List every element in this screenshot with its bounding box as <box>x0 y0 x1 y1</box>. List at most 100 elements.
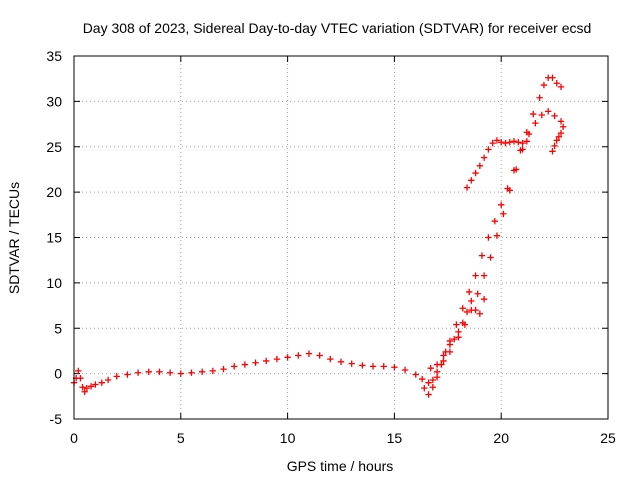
data-point <box>468 177 475 184</box>
y-tick-label: 20 <box>46 184 62 200</box>
data-point <box>510 167 518 174</box>
data-point <box>380 363 387 370</box>
data-point <box>92 381 99 388</box>
y-tick-label: 0 <box>54 366 62 382</box>
data-point <box>369 363 377 370</box>
data-point <box>337 358 345 366</box>
series-track-2 <box>427 74 565 372</box>
data-point <box>79 384 86 391</box>
data-point <box>480 154 488 161</box>
y-tick-label: 25 <box>46 139 62 155</box>
data-point <box>75 367 82 375</box>
data-point <box>519 139 526 147</box>
y-tick-label: 30 <box>46 93 62 109</box>
data-point <box>478 252 486 259</box>
y-tick-labels: -5 0 5 10 15 20 25 30 35 <box>46 48 62 427</box>
data-point <box>421 384 428 392</box>
x-tick-label: 0 <box>70 430 78 446</box>
data-point <box>506 139 513 146</box>
data-point <box>359 362 366 369</box>
data-point <box>209 367 217 375</box>
data-point <box>493 232 501 239</box>
series-track-1 <box>70 108 565 395</box>
chart-title: Day 308 of 2023, Sidereal Day-to-day VTE… <box>83 20 592 36</box>
data-point <box>480 272 488 279</box>
data-point <box>540 81 548 89</box>
data-point <box>555 133 563 140</box>
y-axis-label: SDTVAR / TECUs <box>6 182 22 294</box>
data-point <box>295 352 302 359</box>
data-point <box>538 111 545 119</box>
x-tick-label: 25 <box>600 430 616 446</box>
data-point <box>429 384 437 391</box>
data-point <box>83 384 91 392</box>
data-point <box>418 375 426 383</box>
data-point <box>391 364 398 371</box>
data-point <box>455 328 462 336</box>
data-point <box>442 348 449 356</box>
data-point <box>489 139 496 147</box>
data-point <box>104 376 112 384</box>
data-point <box>348 360 355 367</box>
x-tick-label: 10 <box>280 430 296 446</box>
data-point <box>241 361 249 368</box>
grid-lines <box>74 56 608 419</box>
y-tick-label: 35 <box>46 48 62 64</box>
data-point <box>455 334 462 341</box>
data-point <box>134 369 142 376</box>
data-point <box>198 368 206 376</box>
data-point <box>113 373 120 380</box>
data-point <box>523 129 531 136</box>
data-point <box>523 138 531 145</box>
data-point <box>425 391 432 398</box>
data-point <box>220 365 227 373</box>
data-point <box>440 352 447 359</box>
data-point <box>553 137 560 144</box>
data-point <box>177 370 184 377</box>
data-point <box>559 123 567 130</box>
data-point <box>515 139 522 146</box>
data-point <box>502 139 509 147</box>
data-point <box>487 254 494 261</box>
data-point <box>145 368 152 376</box>
data-point <box>188 369 195 376</box>
x-tick-label: 20 <box>493 430 509 446</box>
data-point <box>474 290 481 297</box>
data-marks <box>70 74 567 398</box>
data-point <box>263 357 270 365</box>
data-point <box>463 184 471 191</box>
series-track-3 <box>463 137 531 191</box>
data-point <box>498 139 505 146</box>
data-point <box>446 341 454 348</box>
data-point <box>166 369 174 376</box>
data-point <box>459 305 466 312</box>
data-point <box>433 374 441 381</box>
data-point <box>284 354 291 361</box>
data-point <box>316 352 323 359</box>
y-tick-label: 10 <box>46 275 62 291</box>
data-point <box>425 379 432 386</box>
data-point <box>472 272 479 279</box>
data-point <box>401 366 409 374</box>
data-point <box>465 288 473 296</box>
data-point <box>504 185 511 192</box>
plot-frame <box>73 55 609 420</box>
data-point <box>536 94 543 101</box>
data-point <box>77 374 84 382</box>
data-point <box>305 350 313 357</box>
data-point <box>549 148 556 155</box>
data-point <box>480 296 488 303</box>
x-tick-label: 15 <box>387 430 403 446</box>
data-point <box>87 383 95 390</box>
data-point <box>557 118 565 125</box>
data-point <box>429 376 437 384</box>
data-point <box>485 146 492 153</box>
data-point <box>327 355 334 363</box>
y-tick-label: 15 <box>46 230 62 246</box>
data-point <box>81 388 88 395</box>
data-point <box>472 169 479 177</box>
data-point <box>476 162 484 170</box>
data-point <box>485 234 492 241</box>
